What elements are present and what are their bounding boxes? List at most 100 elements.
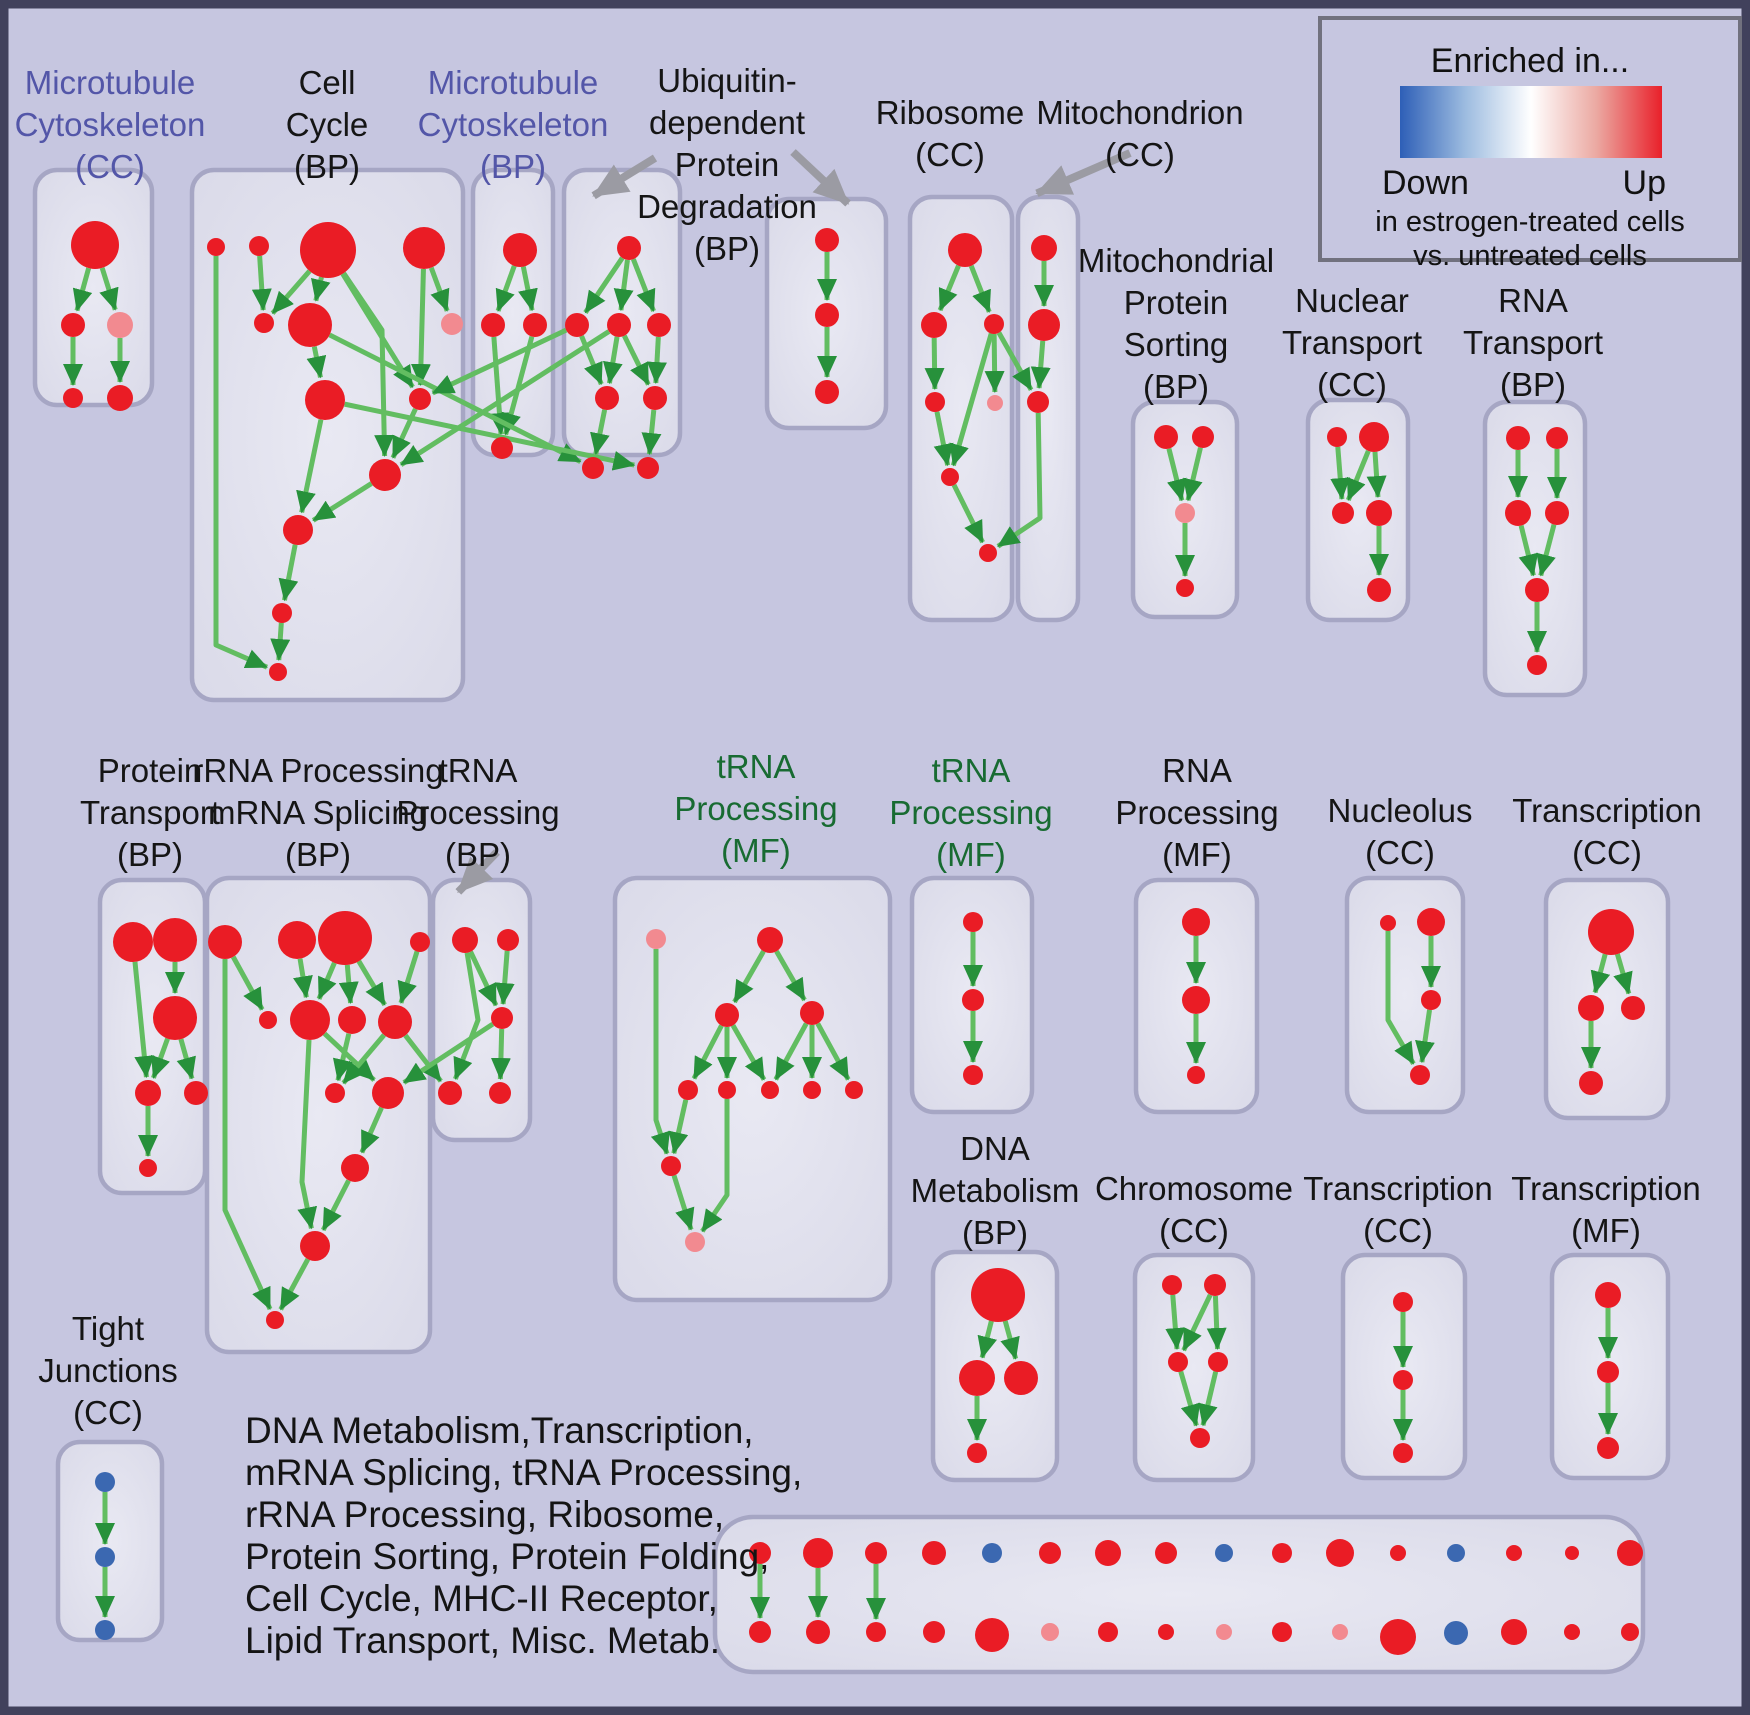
cluster-label: tRNA Processing (MF) (889, 752, 1053, 873)
go-term-node (941, 468, 959, 486)
cluster-box-chromosome (1132, 1252, 1256, 1483)
go-term-node (1168, 1352, 1188, 1372)
edge-arrow (700, 1099, 730, 1233)
go-term-node (254, 313, 274, 333)
go-term-node (1588, 909, 1634, 955)
edge-arrow (402, 1021, 495, 1085)
go-term-node (1326, 1539, 1354, 1567)
go-term-node (1327, 427, 1347, 447)
go-term-node (61, 313, 85, 337)
cluster-box-rrna-processing-mrna-splicing (204, 875, 433, 1355)
edge-arrow (1178, 1370, 1201, 1427)
cluster-label: Nucleolus (CC) (1327, 792, 1473, 871)
edge-arrow (293, 958, 313, 999)
cluster-box-transcription-cc-mid (1543, 877, 1671, 1121)
go-term-node (481, 313, 505, 337)
go-term-node (1597, 1361, 1619, 1383)
cluster-label: Transcription (MF) (1511, 1170, 1701, 1249)
go-term-node (259, 1011, 277, 1029)
edge-arrow (359, 1106, 384, 1154)
edge-arrow (311, 481, 373, 523)
edge-arrow (924, 337, 945, 391)
edge-arrow (1345, 449, 1371, 501)
edge-arrow (984, 333, 1005, 394)
go-term-node (1332, 1624, 1348, 1640)
edge-arrow (356, 959, 387, 1007)
go-term-node (1525, 578, 1549, 602)
go-term-node (139, 1159, 157, 1177)
go-term-node (71, 221, 119, 269)
edge-arrow (996, 331, 1034, 392)
go-term-node (948, 233, 982, 267)
go-term-node (1621, 1623, 1639, 1641)
edge-arrow (933, 411, 954, 467)
go-term-node (1390, 1545, 1406, 1561)
edge-arrow (231, 955, 265, 1011)
go-term-node (803, 1081, 821, 1099)
edge-arrow (622, 334, 651, 386)
cluster-label: Ribosome (CC) (875, 94, 1025, 173)
cluster-label: Mitochondrion (CC) (1036, 94, 1244, 173)
go-term-node (815, 380, 839, 404)
edge-arrow (774, 950, 807, 1002)
edge-arrow (403, 1033, 443, 1083)
go-term-node (305, 380, 345, 420)
edge-arrow (322, 1031, 376, 1082)
go-term-node (1176, 579, 1194, 597)
legend-title: Enriched in... (1430, 42, 1630, 80)
go-term-node (1158, 1624, 1174, 1640)
go-term-node (1417, 908, 1445, 936)
misc-groups-text: DNA Metabolism,Transcription, mRNA Splic… (245, 1410, 803, 1661)
go-term-node (1182, 908, 1210, 936)
go-term-node (565, 313, 589, 337)
edge-arrow (306, 346, 327, 379)
go-term-node (497, 929, 519, 951)
go-term-node (369, 459, 401, 491)
go-term-node (1447, 1544, 1465, 1562)
edge-arrow (518, 266, 538, 312)
edge-arrow (732, 950, 766, 1004)
edge-arrow (631, 258, 656, 312)
go-term-node (617, 236, 641, 260)
go-term-node (761, 1081, 779, 1099)
legend-down-label: Down (1382, 164, 1469, 202)
edge-arrow (453, 952, 481, 1080)
go-term-node (95, 1620, 115, 1640)
edge-arrow (297, 1039, 318, 1230)
edge-arrow (468, 950, 499, 1007)
go-term-node (845, 1081, 863, 1099)
go-term-node (341, 1154, 369, 1182)
go-term-node (595, 386, 619, 410)
edge-arrow (671, 1174, 695, 1231)
edge-arrow (341, 1033, 386, 1085)
edge-arrow (316, 961, 337, 1000)
go-term-node (661, 1156, 681, 1176)
go-term-node (987, 395, 1003, 411)
edge-arrow (951, 483, 985, 544)
go-term-node (1506, 426, 1530, 450)
go-term-node (646, 929, 666, 949)
cluster-label: Tight Junctions (CC) (38, 1310, 178, 1431)
go-term-node (1175, 503, 1195, 523)
edge-arrow (428, 266, 450, 312)
go-term-node (1565, 1546, 1579, 1560)
go-term-node (290, 1000, 330, 1040)
go-term-node (979, 544, 997, 562)
edge-arrow (996, 412, 1043, 549)
go-term-node (1155, 1542, 1177, 1564)
go-term-node (153, 996, 197, 1040)
cluster-box-dna-metabolism (930, 1249, 1060, 1483)
go-term-node (372, 1077, 404, 1109)
go-term-node (1579, 1071, 1603, 1095)
edge-arrow (278, 1258, 311, 1311)
go-term-node (1182, 986, 1210, 1014)
go-term-node (1597, 1437, 1619, 1459)
go-term-node (715, 1003, 739, 1027)
legend-up-label: Up (1622, 164, 1666, 202)
go-term-node (1039, 1542, 1061, 1564)
edge-arrow (1330, 446, 1351, 501)
edge-arrow (344, 401, 636, 471)
edge-arrow (650, 949, 670, 1155)
go-term-node (1595, 1282, 1621, 1308)
